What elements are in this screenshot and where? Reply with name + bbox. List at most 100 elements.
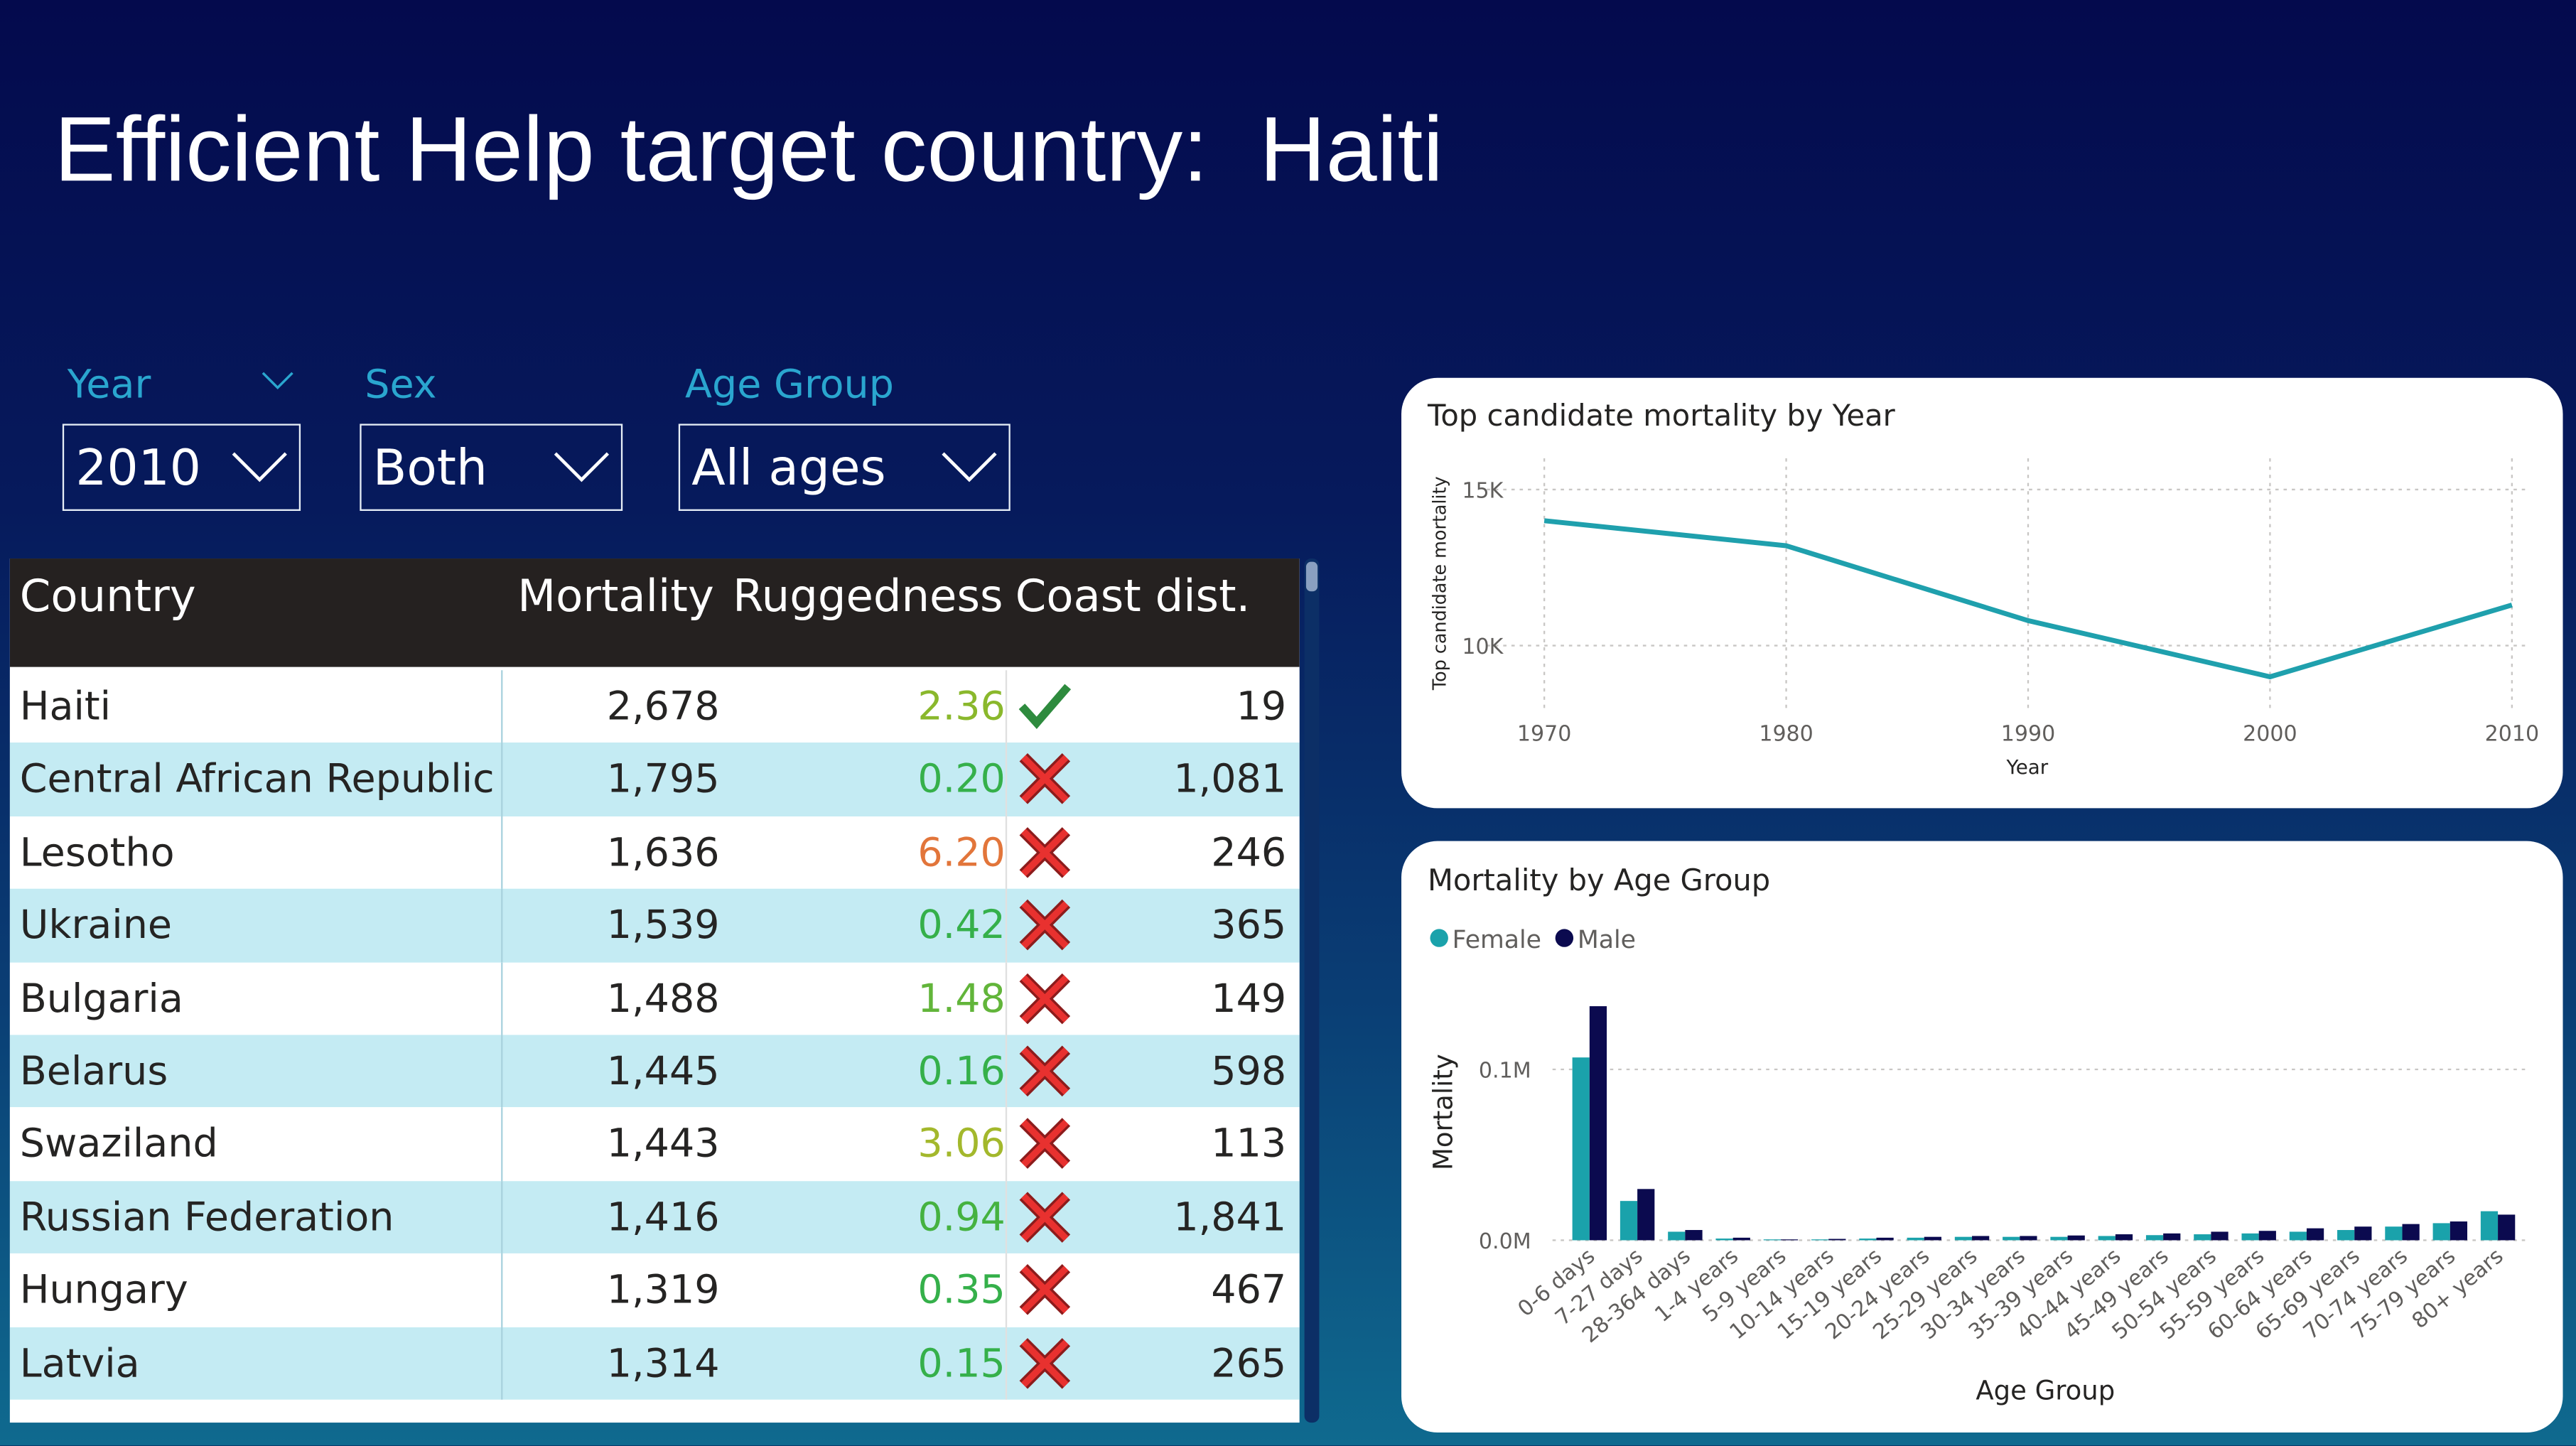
bar [1685, 1230, 1703, 1241]
bar [1876, 1237, 1894, 1241]
mortality-cell: 2,678 [606, 683, 720, 730]
bar [2211, 1231, 2229, 1241]
cell-divider [1005, 743, 1008, 816]
mortality-cell: 1,445 [606, 1047, 720, 1094]
y-tick-label: 10K [1462, 635, 1504, 659]
ruggedness-cell: 0.20 [917, 756, 1006, 803]
bar [1859, 1239, 1877, 1241]
chevron [554, 452, 610, 482]
table-row: Swaziland 1,443 3.06 113 [9, 1108, 1300, 1181]
bar [1924, 1236, 1941, 1241]
bar [2145, 1235, 2164, 1241]
bar [2003, 1236, 2020, 1241]
bar [1907, 1237, 1924, 1241]
ruggedness-cell: 2.36 [917, 683, 1006, 730]
chart-title: Top candidate mortality by Year [1427, 398, 1896, 433]
table-row: Ukraine 1,539 0.42 365 [9, 889, 1300, 962]
bar [1715, 1239, 1733, 1241]
bar [2402, 1224, 2420, 1241]
ruggedness-cell: 0.35 [917, 1266, 1006, 1313]
filter-label: Year [67, 361, 151, 408]
table-row: Lesotho 1,636 6.20 246 [9, 816, 1300, 890]
mortality-cell: 1,416 [606, 1194, 720, 1240]
coast-dist-cell: 598 [1211, 1047, 1287, 1094]
country-cell: Bulgaria [10, 961, 503, 1035]
coast-dist-cell: 19 [1236, 683, 1287, 730]
chart-title: Mortality by Age Group [1428, 863, 1770, 897]
filter-dropdown[interactable]: All ages [678, 423, 1011, 511]
legend-marker [1555, 929, 1574, 947]
filter-dropdown[interactable]: 2010 [62, 423, 301, 511]
ruggedness-cell: 1.48 [917, 975, 1006, 1022]
y-axis-label: Mortality [1428, 1054, 1459, 1170]
y-tick-label: 15K [1462, 478, 1504, 503]
chevron-icon [232, 452, 287, 482]
table-row: Central African Republic 1,795 0.20 1,081 [9, 743, 1300, 816]
country-cell: Belarus [10, 1035, 503, 1108]
x-tick-label: 1980 [1759, 722, 1813, 747]
column-header: Mortality [517, 571, 714, 623]
filter-value: 2010 [75, 440, 201, 498]
cell-divider [1005, 1327, 1008, 1400]
legend-label: Male [1578, 926, 1636, 954]
bar [2194, 1234, 2211, 1241]
bar [2306, 1228, 2324, 1241]
chevron-icon [942, 452, 997, 482]
x-axis-label: Age Group [1976, 1376, 2115, 1406]
bar [2050, 1236, 2068, 1241]
bar [1780, 1239, 1799, 1241]
country-cell: Hungary [10, 1253, 503, 1327]
ruggedness-cell: 0.94 [917, 1194, 1006, 1240]
bar [1572, 1057, 1590, 1241]
bar [1763, 1239, 1781, 1241]
mortality-cell: 1,539 [606, 902, 720, 949]
column-header: Coast dist. [1015, 571, 1251, 623]
cross-mark [1021, 1339, 1069, 1387]
page-title: Efficient Help target country: Haiti [54, 97, 1444, 201]
line-card [1401, 377, 2563, 809]
cell-divider [1005, 1253, 1008, 1327]
cross-icon [1019, 1191, 1071, 1243]
cell-divider [1005, 1035, 1008, 1108]
cross-icon [1019, 753, 1071, 805]
bar [1811, 1239, 1829, 1241]
table-header [9, 559, 1300, 667]
legend-label: Female [1453, 926, 1541, 954]
ruggedness-cell: 6.20 [917, 829, 1006, 875]
cell-divider [1005, 670, 1008, 743]
cross-mark [1021, 1266, 1069, 1314]
cross-mark [1021, 1193, 1069, 1241]
mortality-cell: 1,443 [606, 1121, 720, 1167]
bar [2289, 1231, 2307, 1241]
x-tick-label: 2010 [2485, 722, 2539, 747]
cross-icon [1019, 1118, 1071, 1170]
cross-mark [1021, 901, 1069, 949]
country-cell: Central African Republic [10, 743, 503, 816]
ruggedness-cell: 0.15 [917, 1339, 1006, 1386]
mortality-cell: 1,795 [606, 756, 720, 803]
country-cell: Swaziland [10, 1108, 503, 1181]
x-tick-label: 1970 [1517, 722, 1571, 747]
column-header: Ruggedness [733, 571, 1003, 623]
column-header: Country [19, 571, 196, 623]
country-cell: Latvia [10, 1327, 503, 1400]
coast-dist-cell: 246 [1211, 829, 1287, 875]
bar [1732, 1237, 1750, 1241]
bar [2432, 1223, 2450, 1241]
cross-icon [1019, 1045, 1071, 1097]
table-row: Latvia 1,314 0.15 265 [9, 1327, 1300, 1400]
cell-divider [1005, 816, 1008, 890]
bar [2385, 1226, 2403, 1241]
scroll-thumb[interactable] [1305, 561, 1318, 592]
line-series [1543, 518, 2513, 680]
chevron [942, 452, 997, 482]
mortality-cell: 1,636 [606, 829, 720, 875]
chevron-icon [262, 372, 293, 390]
cross-mark [1021, 1047, 1069, 1095]
filter-dropdown[interactable]: Both [360, 423, 623, 511]
bar [2067, 1235, 2085, 1241]
table-row: Hungary 1,319 0.35 467 [9, 1253, 1300, 1327]
cell-divider [1005, 961, 1008, 1035]
